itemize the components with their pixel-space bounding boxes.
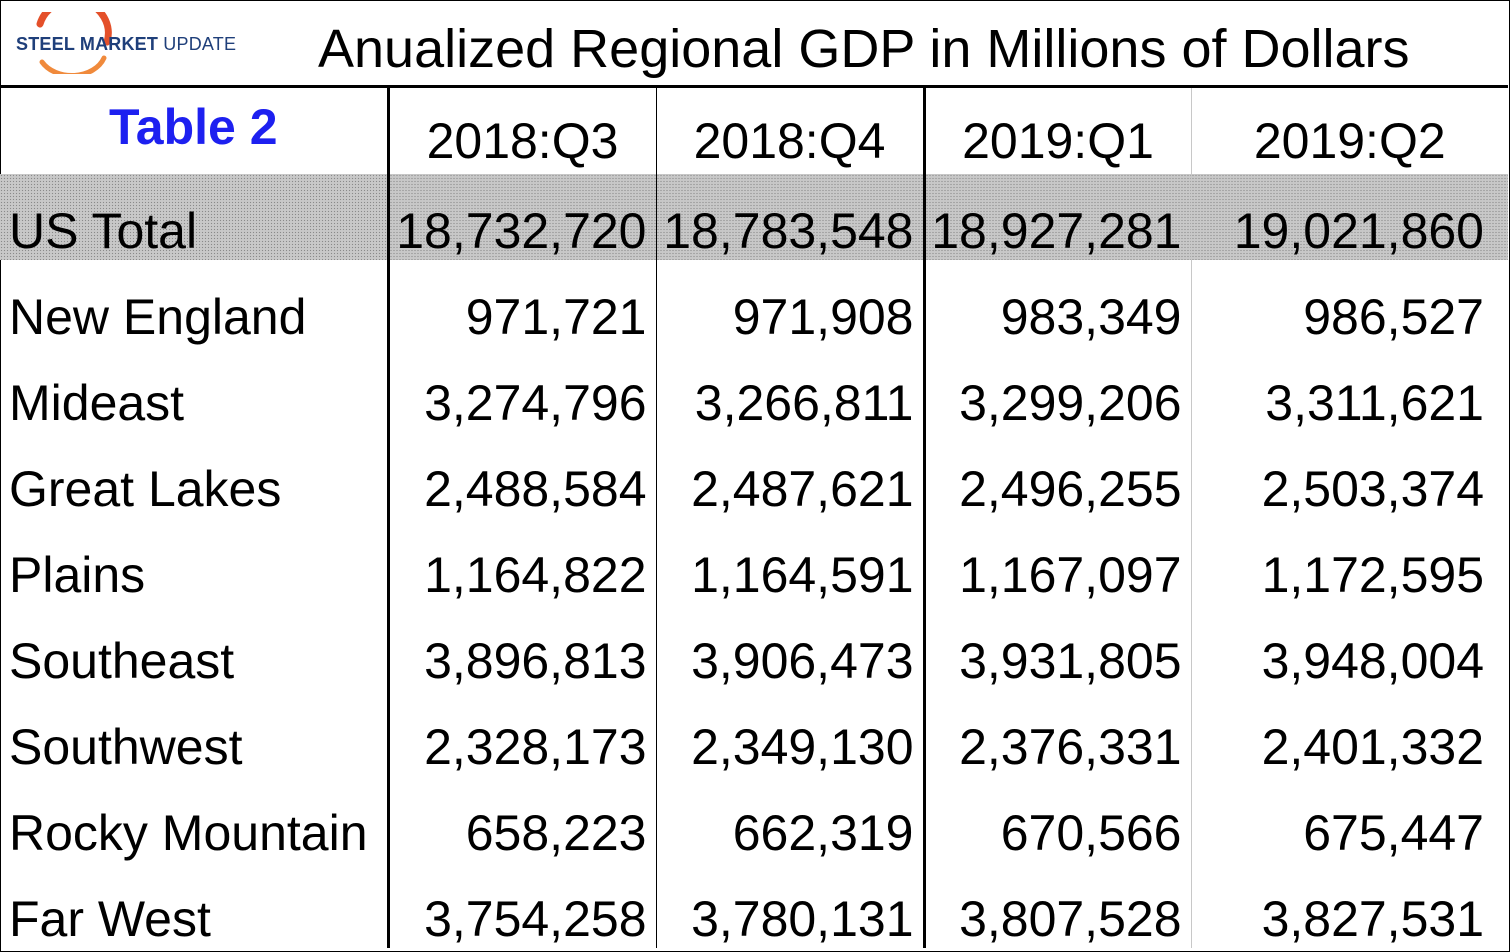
gdp-value-cell: 3,827,531 xyxy=(1261,891,1484,947)
gdp-value-cell: 3,931,805 xyxy=(924,604,1192,690)
gdp-value-cell: 18,927,281 xyxy=(924,174,1192,260)
gdp-value-cell: 2,376,331 xyxy=(924,690,1192,776)
total-row: US Total 18,732,720 18,783,548 18,927,281 19… xyxy=(0,174,1508,260)
gdp-value-cell: 18,732,720 xyxy=(388,174,657,260)
logo-swoosh-icon xyxy=(36,12,112,74)
region-label: Rocky Mountain xyxy=(0,776,390,862)
table-row: New England 971,721 971,908 983,349 986,527 xyxy=(0,260,1508,346)
gdp-value-cell: 3,948,004 xyxy=(1261,633,1484,689)
logo-text-update: UPDATE xyxy=(163,34,237,54)
gdp-value-cell: 1,164,591 xyxy=(656,518,926,604)
region-label: Great Lakes xyxy=(0,432,390,518)
gdp-value-cell: 1,164,822 xyxy=(388,518,657,604)
region-label: Mideast xyxy=(0,346,390,432)
gdp-value-cell: 3,754,258 xyxy=(388,862,657,948)
header-bar: STEEL MARKET UPDATE Anualized Regional G… xyxy=(0,0,1508,87)
gdp-value-cell: 3,311,621 xyxy=(1265,375,1484,431)
table-row: Rocky Mountain 658,223 662,319 670,566 675,4… xyxy=(0,776,1508,862)
logo-text: STEEL MARKET UPDATE xyxy=(16,34,236,55)
column-header: 2018:Q3 xyxy=(388,88,657,174)
table-row: Far West 3,754,258 3,780,131 3,807,528 3,827… xyxy=(0,862,1508,948)
table-row: Mideast 3,274,796 3,266,811 3,299,206 3,311,… xyxy=(0,346,1508,432)
gdp-value-cell: 971,721 xyxy=(388,260,657,346)
gdp-value-cell: 2,401,332 xyxy=(1261,719,1484,775)
gdp-value-cell: 3,896,813 xyxy=(388,604,657,690)
gdp-value-cell: 18,783,548 xyxy=(656,174,926,260)
gdp-value-cell: 19,021,860 xyxy=(1191,174,1508,260)
gdp-value-cell: 2,503,374 xyxy=(1261,461,1484,517)
gdp-value-cell: 662,319 xyxy=(656,776,926,862)
gdp-value-cell: 1,167,097 xyxy=(924,518,1192,604)
gdp-value-cell: 3,780,131 xyxy=(656,862,926,948)
gdp-table: Table 2 2018:Q3 2018:Q4 2019:Q1 2019:Q2 … xyxy=(0,88,1508,948)
table-row: Southwest 2,328,173 2,349,130 2,376,331 2,40… xyxy=(0,690,1508,776)
region-label: Far West xyxy=(0,862,390,948)
header-divider xyxy=(0,85,1508,88)
table-row: Great Lakes 2,488,584 2,487,621 2,496,255 2,… xyxy=(0,432,1508,518)
logo-text-steel: STEEL xyxy=(16,34,80,54)
gdp-value-cell: 3,266,811 xyxy=(656,346,926,432)
region-label: US Total xyxy=(0,174,390,260)
table-header-row: Table 2 2018:Q3 2018:Q4 2019:Q1 2019:Q2 xyxy=(0,88,1508,174)
gdp-value-cell: 3,274,796 xyxy=(388,346,657,432)
gdp-value-cell: 3,299,206 xyxy=(924,346,1192,432)
region-label: Southeast xyxy=(0,604,390,690)
table-label: Table 2 xyxy=(0,88,390,174)
gdp-value-cell: 3,807,528 xyxy=(924,862,1192,948)
gdp-value-cell: 2,328,173 xyxy=(388,690,657,776)
column-header: 2019:Q1 xyxy=(924,88,1192,174)
region-label: Southwest xyxy=(0,690,390,776)
gdp-value-cell: 670,566 xyxy=(924,776,1192,862)
region-label: New England xyxy=(0,260,390,346)
logo-text-market: MARKET xyxy=(79,34,164,54)
gdp-value-cell: 2,487,621 xyxy=(656,432,926,518)
gdp-value-cell: 2,349,130 xyxy=(656,690,926,776)
gdp-value-cell: 971,908 xyxy=(656,260,926,346)
table-row: Southeast 3,896,813 3,906,473 3,931,805 3,94… xyxy=(0,604,1508,690)
page-title: Anualized Regional GDP in Millions of Do… xyxy=(318,19,1410,79)
gdp-value-cell: 986,527 xyxy=(1303,289,1484,345)
gdp-value-cell: 983,349 xyxy=(924,260,1192,346)
gdp-value-cell: 3,906,473 xyxy=(656,604,926,690)
gdp-value-cell: 2,488,584 xyxy=(388,432,657,518)
steel-market-update-logo: STEEL MARKET UPDATE xyxy=(12,12,262,74)
region-label: Plains xyxy=(0,518,390,604)
gdp-value-cell: 675,447 xyxy=(1303,805,1484,861)
column-header: 2018:Q4 xyxy=(656,88,926,174)
gdp-value-cell: 1,172,595 xyxy=(1261,547,1484,603)
table-row: Plains 1,164,822 1,164,591 1,167,097 1,172,5… xyxy=(0,518,1508,604)
gdp-value-cell: 2,496,255 xyxy=(924,432,1192,518)
gdp-value-cell: 658,223 xyxy=(388,776,657,862)
column-header: 2019:Q2 xyxy=(1253,113,1446,169)
